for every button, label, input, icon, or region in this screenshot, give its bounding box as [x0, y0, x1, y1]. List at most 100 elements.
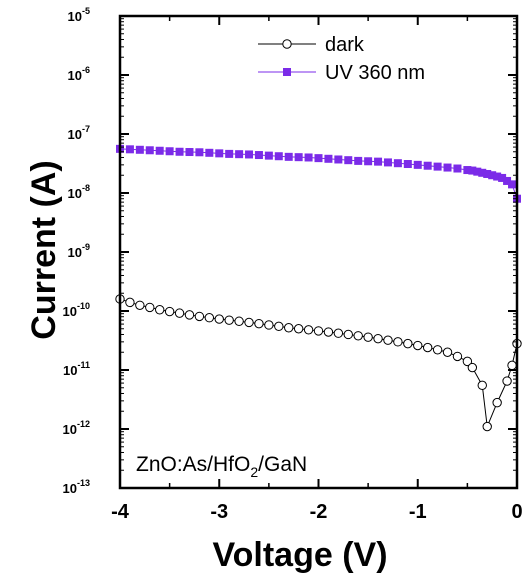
uv-point — [483, 169, 492, 178]
dark-point — [343, 329, 353, 340]
uv-point — [135, 145, 144, 154]
dark-point — [467, 362, 478, 373]
dark-point — [333, 328, 344, 338]
uv-point — [185, 148, 194, 157]
y-tick-label: 10-10 — [63, 301, 90, 319]
dark-point — [254, 318, 264, 329]
uv-point — [344, 156, 353, 165]
dark-point — [492, 397, 502, 408]
dark-point — [363, 332, 373, 342]
dark-point — [393, 337, 403, 347]
y-tick-exponent: -6 — [82, 65, 90, 75]
y-tick-label: 10-13 — [63, 478, 90, 496]
dark-point — [477, 380, 487, 391]
dark-point — [125, 297, 135, 308]
uv-point — [488, 171, 497, 180]
y-tick-exponent: -9 — [82, 242, 90, 252]
y-axis-title: Current (A) — [25, 160, 63, 339]
uv-point — [433, 162, 442, 171]
uv-point — [413, 160, 422, 169]
y-tick-base: 10 — [68, 9, 82, 24]
plot-frame — [118, 14, 519, 490]
y-tick-label: 10-8 — [68, 183, 90, 201]
dark-point — [155, 305, 165, 315]
dark-point — [313, 326, 324, 336]
uv-point — [264, 151, 273, 160]
uv-point — [195, 148, 204, 157]
uv-point — [235, 150, 244, 159]
dark-point — [413, 340, 423, 351]
annotation-part2: /GaN — [258, 453, 307, 476]
x-tick-label: -4 — [111, 501, 130, 523]
y-tick-base: 10 — [68, 68, 82, 83]
y-tick-base: 10 — [63, 363, 77, 378]
dark-point — [174, 308, 185, 318]
dark-point — [145, 302, 155, 313]
dark-point — [482, 421, 492, 432]
uv-point — [334, 155, 343, 164]
dark-point — [432, 345, 443, 355]
uv-point — [493, 172, 502, 181]
dark-point — [184, 310, 195, 320]
y-tick-label: 10-7 — [68, 124, 90, 142]
y-tick-base: 10 — [68, 186, 82, 201]
uv-point — [205, 148, 214, 157]
dark-point — [204, 312, 215, 323]
uv-point — [403, 160, 412, 169]
legend-uv-marker — [283, 68, 291, 76]
uv-point — [284, 152, 293, 161]
y-tick-label: 10-11 — [63, 360, 90, 378]
dark-point — [303, 325, 314, 335]
uv-point — [175, 147, 184, 156]
uv-point — [374, 157, 383, 166]
dark-point — [353, 331, 363, 341]
x-tick-label: -2 — [310, 501, 328, 523]
y-tick-label: 10-6 — [68, 65, 90, 83]
dark-point — [383, 335, 393, 345]
dark-point — [194, 311, 205, 322]
dark-point — [234, 316, 244, 326]
dark-point — [323, 327, 334, 337]
dark-point — [442, 347, 453, 357]
y-tick-base: 10 — [68, 245, 82, 260]
uv-point — [145, 146, 154, 155]
uv-point — [155, 146, 164, 155]
y-tick-base: 10 — [68, 127, 82, 142]
legend-dark-marker — [282, 39, 292, 49]
uv-point — [473, 167, 482, 176]
dark-point — [224, 315, 234, 325]
uv-point — [165, 147, 174, 156]
uv-series — [116, 144, 521, 203]
y-tick-exponent: -10 — [77, 301, 90, 311]
y-tick-base: 10 — [63, 422, 77, 437]
uv-point — [478, 168, 487, 177]
uv-point — [503, 176, 512, 185]
x-axis-title: Voltage (V) — [212, 536, 387, 573]
annotation-subscript: 2 — [250, 464, 258, 480]
dark-point — [462, 356, 473, 367]
dark-point — [274, 321, 284, 332]
uv-point — [215, 149, 224, 158]
x-tick-label: -3 — [210, 501, 228, 523]
uv-point — [225, 149, 234, 158]
uv-point — [304, 153, 313, 162]
x-tick-label: 0 — [511, 501, 522, 523]
uv-point — [354, 156, 363, 165]
y-tick-exponent: -13 — [77, 478, 90, 488]
annotation-part1: ZnO:As/HfO — [136, 453, 250, 476]
dark-line — [119, 298, 518, 429]
y-tick-exponent: -7 — [82, 124, 90, 134]
y-tick-exponent: -12 — [77, 419, 90, 429]
dark-point — [214, 314, 224, 324]
y-tick-label: 10-5 — [68, 6, 90, 24]
y-tick-exponent: -11 — [77, 360, 90, 370]
dark-point — [244, 317, 254, 328]
axes: -4 -3 -2 -1 010-1310-1210-1110-1010-910-810-… — [63, 6, 523, 523]
uv-point — [254, 151, 263, 160]
dark-series — [115, 294, 522, 432]
uv-point — [508, 180, 517, 189]
uv-point — [274, 152, 283, 161]
dark-point — [135, 300, 145, 310]
